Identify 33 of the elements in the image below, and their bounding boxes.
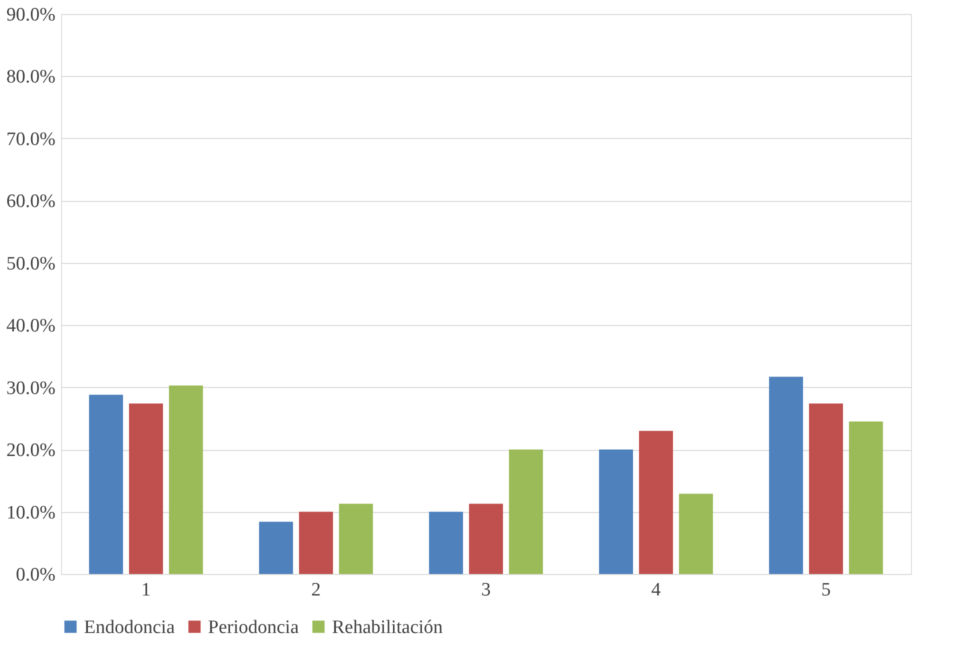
legend-label: Rehabilitación: [332, 616, 444, 638]
y-tick-label: 0.0%: [16, 564, 56, 586]
y-tick-label: 70.0%: [6, 128, 56, 150]
bar: [259, 522, 294, 574]
x-tick-label: 4: [651, 580, 662, 600]
bar: [469, 504, 503, 574]
legend-label: Periodoncia: [208, 616, 300, 638]
bar: [299, 512, 333, 574]
y-tick-label: 80.0%: [6, 66, 56, 88]
y-tick-label: 20.0%: [6, 440, 56, 462]
bar: [848, 422, 883, 574]
bar: [599, 450, 634, 574]
y-tick-label: 90.0%: [6, 4, 56, 26]
bar: [769, 376, 804, 574]
y-tick-label: 40.0%: [6, 316, 56, 337]
bar: [429, 512, 464, 574]
y-tick-label: 10.0%: [6, 502, 56, 524]
bar: [338, 504, 373, 574]
y-tick-label: 30.0%: [6, 378, 56, 399]
legend-label: Endodoncia: [84, 616, 176, 638]
bar: [129, 404, 163, 574]
bar: [639, 430, 673, 574]
x-tick-label: 3: [481, 580, 491, 600]
x-tick-label: 2: [311, 580, 321, 600]
bar: [809, 404, 843, 574]
x-tick-label: 5: [821, 580, 831, 600]
bar: [168, 385, 203, 574]
bar: [508, 450, 543, 574]
x-tick-label: 1: [141, 580, 151, 600]
y-tick-label: 60.0%: [6, 191, 56, 212]
y-tick-label: 50.0%: [6, 253, 56, 274]
bar: [678, 494, 713, 574]
bar: [89, 394, 124, 574]
